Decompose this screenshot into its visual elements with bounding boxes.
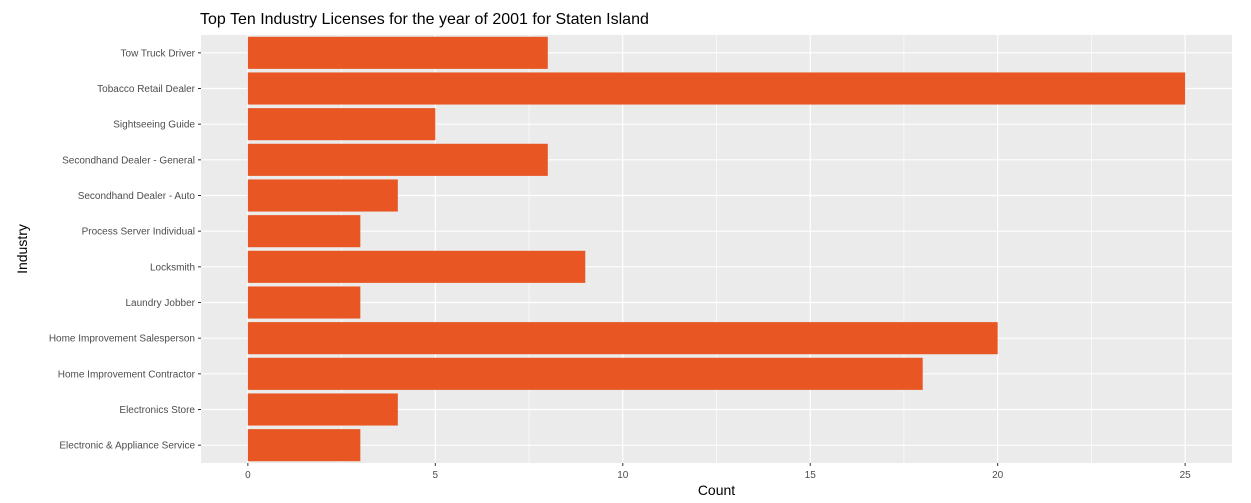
bar	[247, 143, 548, 176]
x-tick-label: 25	[1180, 470, 1192, 481]
x-tick-label: 15	[805, 470, 817, 481]
bar	[247, 429, 361, 462]
y-tick-label: Locksmith	[150, 262, 195, 273]
y-axis-title: Industry	[14, 224, 30, 274]
y-tick-label: Secondhand Dealer - Auto	[78, 191, 196, 202]
grid-lines	[201, 35, 1232, 463]
x-axis-title: Count	[698, 482, 735, 498]
y-tick-label: Electronics Store	[119, 405, 195, 416]
y-tick-label: Laundry Jobber	[126, 298, 196, 309]
y-tick-label: Home Improvement Contractor	[58, 369, 196, 380]
bar	[247, 215, 361, 248]
bar	[247, 322, 998, 355]
bar	[247, 72, 1186, 105]
x-tick-label: 10	[617, 470, 629, 481]
bar	[247, 393, 398, 426]
bar	[247, 286, 361, 319]
x-axis-ticks: 0 5 10 15 20 25	[245, 463, 1191, 481]
y-axis-ticks: Tow Truck Driver Tobacco Retail Dealer Sig…	[49, 48, 201, 452]
y-tick-label: Home Improvement Salesperson	[49, 334, 195, 345]
bar	[247, 357, 923, 390]
y-tick-label: Tow Truck Driver	[121, 48, 196, 59]
y-tick-label: Tobacco Retail Dealer	[97, 84, 195, 95]
bar	[247, 36, 548, 69]
y-tick-label: Process Server Individual	[82, 227, 195, 238]
x-tick-label: 20	[992, 470, 1004, 481]
bars	[247, 36, 1186, 462]
bar	[247, 179, 398, 212]
x-tick-label: 5	[433, 470, 439, 481]
bar	[247, 250, 586, 283]
chart-title: Top Ten Industry Licenses for the year o…	[200, 11, 649, 28]
y-tick-label: Secondhand Dealer - General	[62, 155, 195, 166]
y-tick-label: Sightseeing Guide	[113, 120, 195, 131]
x-tick-label: 0	[245, 470, 251, 481]
y-tick-label: Electronic & Appliance Service	[59, 441, 195, 452]
bar	[247, 108, 436, 141]
